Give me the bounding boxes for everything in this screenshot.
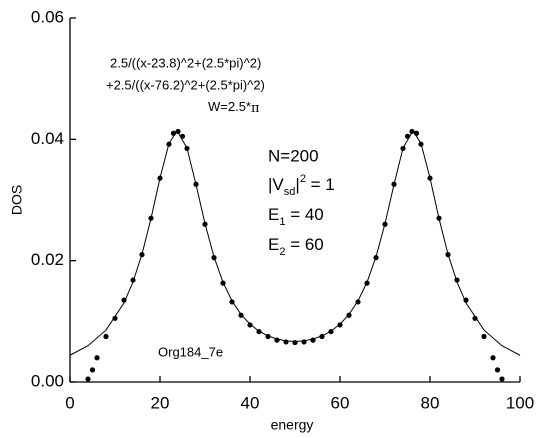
x-tick-label: 60 [331,393,350,412]
x-tick-label: 80 [421,393,440,412]
annotation: N=200 [268,146,319,165]
annotation: |Vsd|2 = 1 [268,173,335,198]
data-point [238,312,244,318]
data-point [112,315,118,321]
annotation-part: 1 [279,216,285,228]
data-point [292,339,298,346]
annotation-part: |V [268,175,284,194]
fit-line [69,129,521,356]
annotation-part: W=2.5* [208,99,251,114]
y-tick-label: 0.00 [31,371,64,390]
annotation: 2.5/((x-23.8)^2+(2.5*pi)^2) [110,55,261,70]
data-point [94,355,100,361]
y-axis-label: DOS [9,185,25,215]
annotation-part: = 1 [306,175,335,194]
data-point [472,315,478,321]
x-axis-label: energy [271,417,314,433]
annotation-part: π [251,101,260,116]
annotation: E1 = 40 [268,205,324,227]
x-tick-label: 20 [151,393,170,412]
y-tick-label: 0.04 [31,129,64,148]
annotation: E2 = 60 [268,235,324,257]
x-tick-label: 0 [65,393,74,412]
data-point [89,367,96,373]
data-point [481,333,487,340]
annotation: +2.5/((x-76.2)^2+(2.5*pi)^2) [106,77,265,92]
y-tick-label: 0.02 [31,250,64,269]
x-tick-label: 100 [506,393,534,412]
data-point [490,355,496,361]
data-point [85,376,91,382]
data-point [499,376,505,382]
annotation-part: sd [284,186,296,198]
annotation-part: 2 [279,246,285,258]
data-point [103,333,109,340]
annotation-part: E [268,205,279,224]
annotation: Org184_7e [158,344,223,359]
annotation: W=2.5*π [208,99,260,115]
annotation-part: 2 [300,173,306,185]
y-tick-label: 0.06 [31,7,64,26]
data-point [346,312,352,318]
data-point [337,322,343,328]
annotation-part: = 60 [285,235,323,254]
annotation-part: | [295,175,299,194]
annotation-part: E [268,235,279,254]
annotation-part: = 40 [285,205,323,224]
data-point [494,367,501,373]
data-point [247,322,253,328]
x-tick-label: 40 [241,393,260,412]
